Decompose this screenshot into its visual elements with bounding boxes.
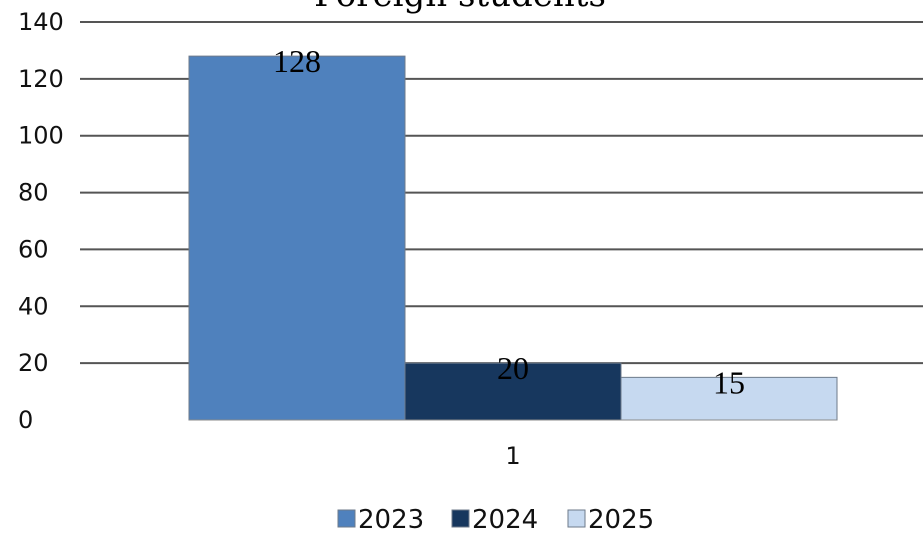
data-label-2024: 20 bbox=[497, 350, 529, 386]
bar-2024 bbox=[404, 362, 622, 421]
y-tick-label: 40 bbox=[18, 292, 49, 320]
legend-swatch-2024 bbox=[451, 509, 470, 528]
legend-swatch-2023 bbox=[337, 509, 356, 528]
y-tick-label: 20 bbox=[18, 349, 49, 377]
bar-2023 bbox=[188, 55, 406, 421]
y-tick-label: 100 bbox=[18, 122, 64, 150]
legend-swatch-2025 bbox=[567, 509, 586, 528]
y-tick-label: 140 bbox=[18, 8, 64, 36]
y-tick-label: 80 bbox=[18, 179, 49, 207]
data-labels: 128 20 15 bbox=[273, 43, 745, 400]
legend: 2023 2024 2025 bbox=[337, 505, 654, 535]
legend-label-2024: 2024 bbox=[472, 505, 538, 535]
bar-2025 bbox=[620, 376, 838, 421]
y-tick-label: 60 bbox=[18, 235, 49, 263]
legend-label-2025: 2025 bbox=[588, 505, 654, 535]
y-tick-label: 120 bbox=[18, 65, 64, 93]
data-label-2025: 15 bbox=[713, 364, 745, 400]
legend-label-2023: 2023 bbox=[358, 505, 424, 535]
y-tick-label: 0 bbox=[18, 406, 33, 434]
chart-title: Foreign students bbox=[314, 0, 606, 15]
data-label-2023: 128 bbox=[273, 43, 321, 79]
axes: 0 20 40 60 80 100 120 140 1 bbox=[18, 8, 837, 470]
x-tick-label: 1 bbox=[505, 442, 520, 470]
bars bbox=[188, 55, 838, 421]
